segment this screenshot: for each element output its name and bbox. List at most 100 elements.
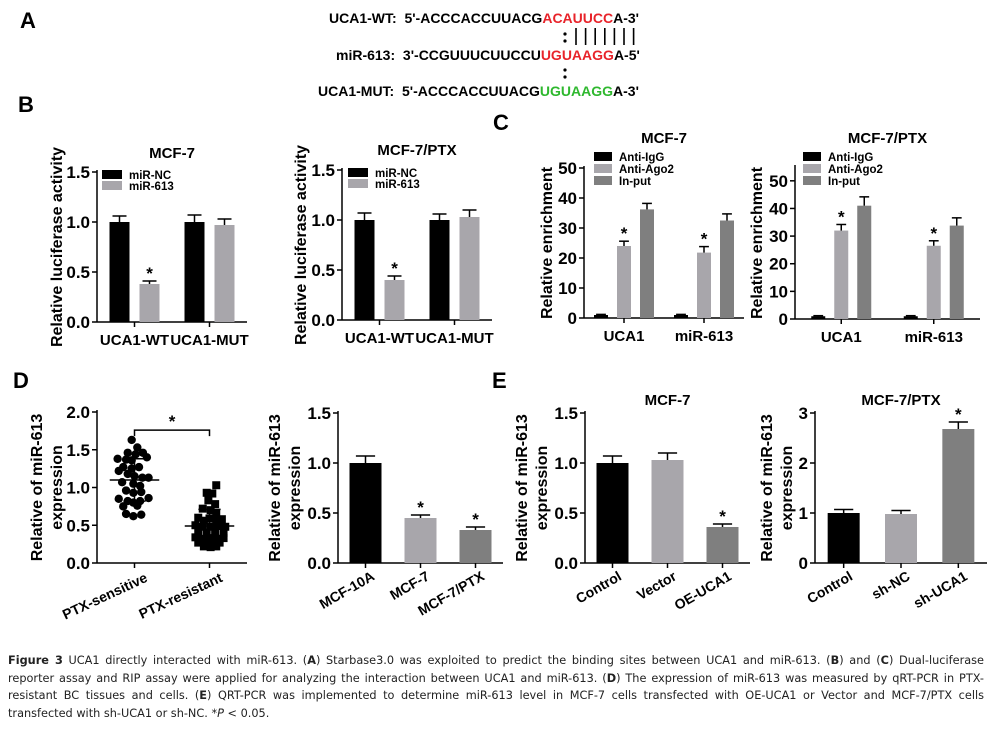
significance-marker: *: [472, 510, 479, 529]
bar-control: [596, 463, 629, 563]
x-tick-label: UCA1-MUT: [170, 332, 248, 349]
legend-label: miR-613: [375, 179, 420, 191]
sequence-suffix: A-3': [613, 10, 639, 26]
legend-swatch: [102, 170, 122, 179]
y-tick-label: 3: [799, 404, 808, 423]
y-tick-label: 0: [568, 309, 577, 328]
y-tick-label: 1.5: [307, 404, 331, 423]
chart-e-mcf7-expression: 0.0 0.5 1.0 1.5 Relative of miR-613 expressio…: [514, 392, 750, 613]
caption-panel-ref: D: [606, 671, 617, 685]
bar-anti-igg: [903, 316, 918, 319]
data-point: [202, 488, 211, 497]
sequence-label: UCA1-WT:: [329, 10, 397, 26]
data-point: [211, 500, 220, 509]
data-point: [129, 479, 138, 488]
x-tick-label: Control: [804, 568, 855, 607]
y-tick-label: 1.5: [311, 161, 335, 180]
sequence-prefix: 5'-ACCCACCUUACG: [404, 10, 543, 26]
data-point: [206, 543, 215, 552]
significance-marker: *: [169, 412, 176, 431]
base-pairing-lines: [563, 28, 635, 79]
bar-mir-nc: [429, 220, 450, 320]
sequence-label: UCA1-MUT:: [318, 83, 395, 99]
bar-mir-nc: [109, 222, 130, 322]
pairing-dot: [563, 39, 567, 43]
data-point: [219, 528, 228, 537]
data-point: [191, 521, 200, 530]
y-axis-label: expression: [534, 446, 551, 530]
chart-title: MCF-7: [641, 130, 687, 147]
y-tick-label: 0.0: [311, 311, 335, 330]
data-point: [194, 527, 203, 536]
bar-mir-nc: [354, 220, 375, 320]
significance-marker: *: [838, 207, 845, 226]
y-tick-label: 0.5: [66, 516, 90, 535]
sequence-label: miR-613:: [336, 47, 396, 63]
x-tick-label: UCA1-MUT: [415, 330, 493, 347]
data-point: [114, 466, 123, 476]
y-tick-label: 0.5: [311, 261, 335, 280]
y-tick-label: 1.0: [66, 213, 90, 232]
y-tick-label: 1.5: [66, 163, 90, 182]
data-point: [219, 534, 228, 543]
sequence-suffix: A-5': [613, 47, 640, 63]
figure-caption: Figure 3 UCA1 directly interacted with m…: [8, 652, 984, 722]
data-point: [194, 513, 203, 522]
sequence-prefix: 5'-ACCCACCUUACG: [402, 83, 540, 99]
y-axis-label: expression: [49, 445, 66, 529]
data-point: [198, 504, 207, 513]
data-point: [119, 502, 128, 511]
significance-marker: *: [621, 224, 628, 243]
caption-panel-ref: E: [199, 689, 207, 702]
bar-anti-ago2: [697, 252, 711, 318]
bar-in-put: [720, 220, 734, 318]
data-point: [206, 506, 215, 515]
y-tick-label: 0.5: [66, 263, 90, 282]
data-point: [212, 542, 221, 551]
significance-marker: *: [391, 259, 398, 278]
y-tick-label: 1.0: [307, 454, 331, 473]
chart-title: MCF-7: [149, 145, 195, 162]
bar-anti-ago2: [617, 246, 631, 318]
legend-label: In-put: [828, 176, 860, 188]
pairing-dot: [563, 32, 567, 36]
data-point: [129, 488, 138, 497]
legend-swatch: [594, 176, 612, 185]
bar-mir-nc: [184, 222, 205, 322]
y-tick-label: 1.5: [554, 404, 578, 423]
data-point: [199, 516, 208, 525]
bar-anti-igg: [674, 315, 688, 318]
bar-in-put: [640, 209, 654, 318]
caption-text: ) QRT-PCR was implemented to determine m…: [8, 689, 984, 720]
data-point: [208, 489, 217, 498]
bar-in-put: [949, 225, 964, 319]
y-axis-label: Relative luciferase activity: [293, 145, 310, 345]
data-point: [198, 534, 207, 543]
x-tick-label: UCA1-WT: [345, 330, 414, 347]
bar-anti-igg: [594, 315, 608, 318]
data-point: [212, 481, 221, 490]
sequence-uca1-wt: UCA1-WT: 5'-ACCCACCUUACGACAUUCCA-3': [329, 10, 639, 26]
y-axis-label: Relative enrichment: [749, 166, 766, 319]
y-tick-label: 50: [558, 159, 577, 178]
y-axis-label: Relative of miR-613: [514, 414, 531, 562]
legend-label: In-put: [619, 176, 651, 188]
data-point: [129, 511, 138, 521]
chart-title: MCF-7: [645, 392, 691, 409]
x-tick-label: UCA1: [604, 328, 645, 345]
bar-control: [827, 513, 860, 563]
data-point: [114, 494, 123, 504]
caption-text: ) The expression of miR-613 was measured…: [8, 671, 984, 703]
y-tick-label: 50: [769, 172, 788, 191]
significance-marker: *: [701, 230, 708, 249]
caption-panel-ref: A: [307, 654, 316, 667]
data-point: [198, 522, 207, 531]
bar-sh-uca1: [942, 429, 975, 563]
bar-mir-613: [139, 284, 160, 322]
sequence-suffix: A-3': [613, 83, 639, 99]
y-axis-label: expression: [287, 446, 304, 530]
data-point: [133, 443, 142, 452]
x-tick-label: OE-UCA1: [671, 568, 734, 613]
y-tick-label: 0.0: [66, 313, 90, 332]
y-tick-label: 20: [769, 255, 788, 274]
